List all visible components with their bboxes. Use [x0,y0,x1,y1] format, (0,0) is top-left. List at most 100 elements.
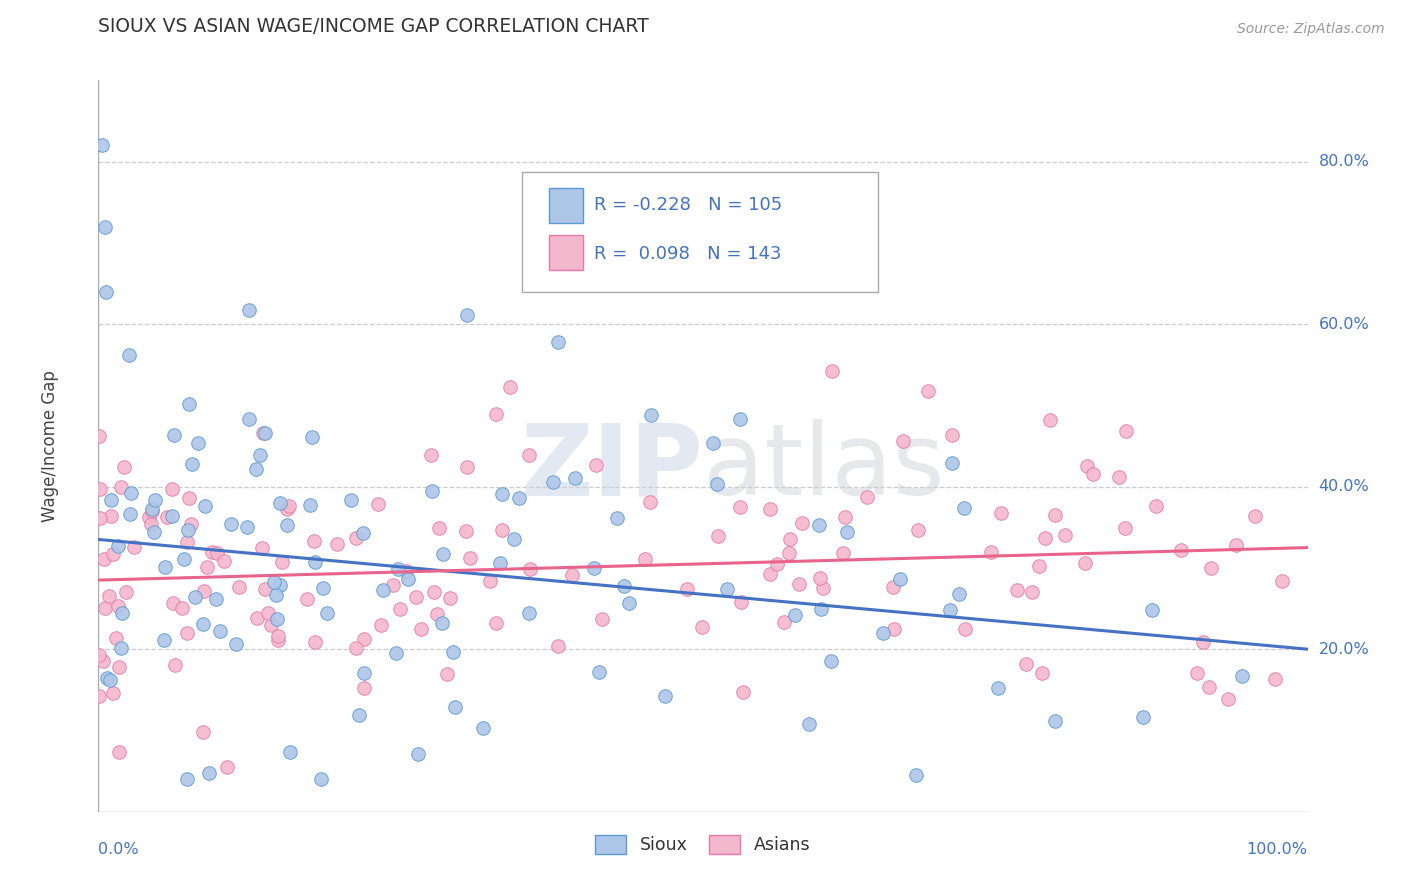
Point [181,457,204,471]
Point [278,745,301,759]
Point [141,504,163,518]
Point [856,491,879,505]
Point [1218,692,1240,706]
Point [269,496,291,510]
Point [89,510,111,524]
Point [112,460,135,475]
Point [96,671,118,685]
Point [585,458,607,472]
Point [114,584,136,599]
FancyBboxPatch shape [550,235,583,270]
Point [706,529,728,543]
Point [176,772,198,787]
Point [889,572,911,586]
Point [111,606,134,620]
Point [488,556,510,570]
Point [783,608,806,623]
Point [387,562,409,576]
Point [108,659,131,673]
Point [94,285,117,299]
Point [143,492,166,507]
Point [316,606,339,620]
Point [541,475,564,489]
Point [820,654,842,668]
Point [311,772,333,787]
Point [138,509,160,524]
Point [177,491,200,505]
Point [547,639,569,653]
Point [180,517,202,532]
Point [941,427,963,442]
Point [1114,521,1136,535]
Point [564,471,586,485]
Point [1243,508,1265,523]
Point [517,449,540,463]
Point [582,561,605,575]
Point [395,564,418,578]
Point [1081,467,1104,481]
Point [245,462,267,476]
Point [276,517,298,532]
FancyBboxPatch shape [522,171,879,293]
Point [263,574,285,589]
Point [110,641,132,656]
Point [436,666,458,681]
Point [89,648,111,662]
Point [444,699,467,714]
Point [103,547,125,561]
Point [94,219,117,234]
Point [236,519,259,533]
Point [423,584,446,599]
Point [485,615,508,630]
Point [1039,412,1062,426]
Point [187,436,209,450]
Point [267,633,290,648]
Point [810,602,832,616]
Point [94,601,117,615]
Point [426,607,449,621]
Point [1014,657,1036,672]
Point [101,686,124,700]
Point [990,506,1012,520]
Point [485,407,508,421]
Point [456,308,478,322]
Point [304,555,326,569]
Point [163,658,186,673]
Point [907,523,929,537]
Point [834,509,856,524]
Point [1192,635,1215,649]
Point [406,747,429,761]
Point [728,412,751,426]
Point [367,497,389,511]
Point [773,615,796,629]
Point [638,495,661,509]
Point [491,487,513,501]
Point [420,484,443,499]
Point [519,606,541,620]
Point [194,499,217,513]
Point [389,602,412,616]
Point [917,384,939,399]
Point [215,759,238,773]
Point [808,517,831,532]
Point [1115,424,1137,438]
Point [405,590,427,604]
Point [1074,556,1097,570]
Point [302,534,325,549]
Point [1021,584,1043,599]
Point [592,612,614,626]
Point [253,582,276,596]
Point [716,582,738,596]
Point [91,138,114,153]
Point [198,766,221,780]
Point [89,483,111,497]
Point [176,625,198,640]
Point [1144,499,1167,513]
Point [91,654,114,668]
Point [787,576,810,591]
Text: 60.0%: 60.0% [1319,317,1369,332]
Point [266,612,288,626]
Point [370,617,392,632]
Point [205,546,228,560]
Point [254,425,277,440]
